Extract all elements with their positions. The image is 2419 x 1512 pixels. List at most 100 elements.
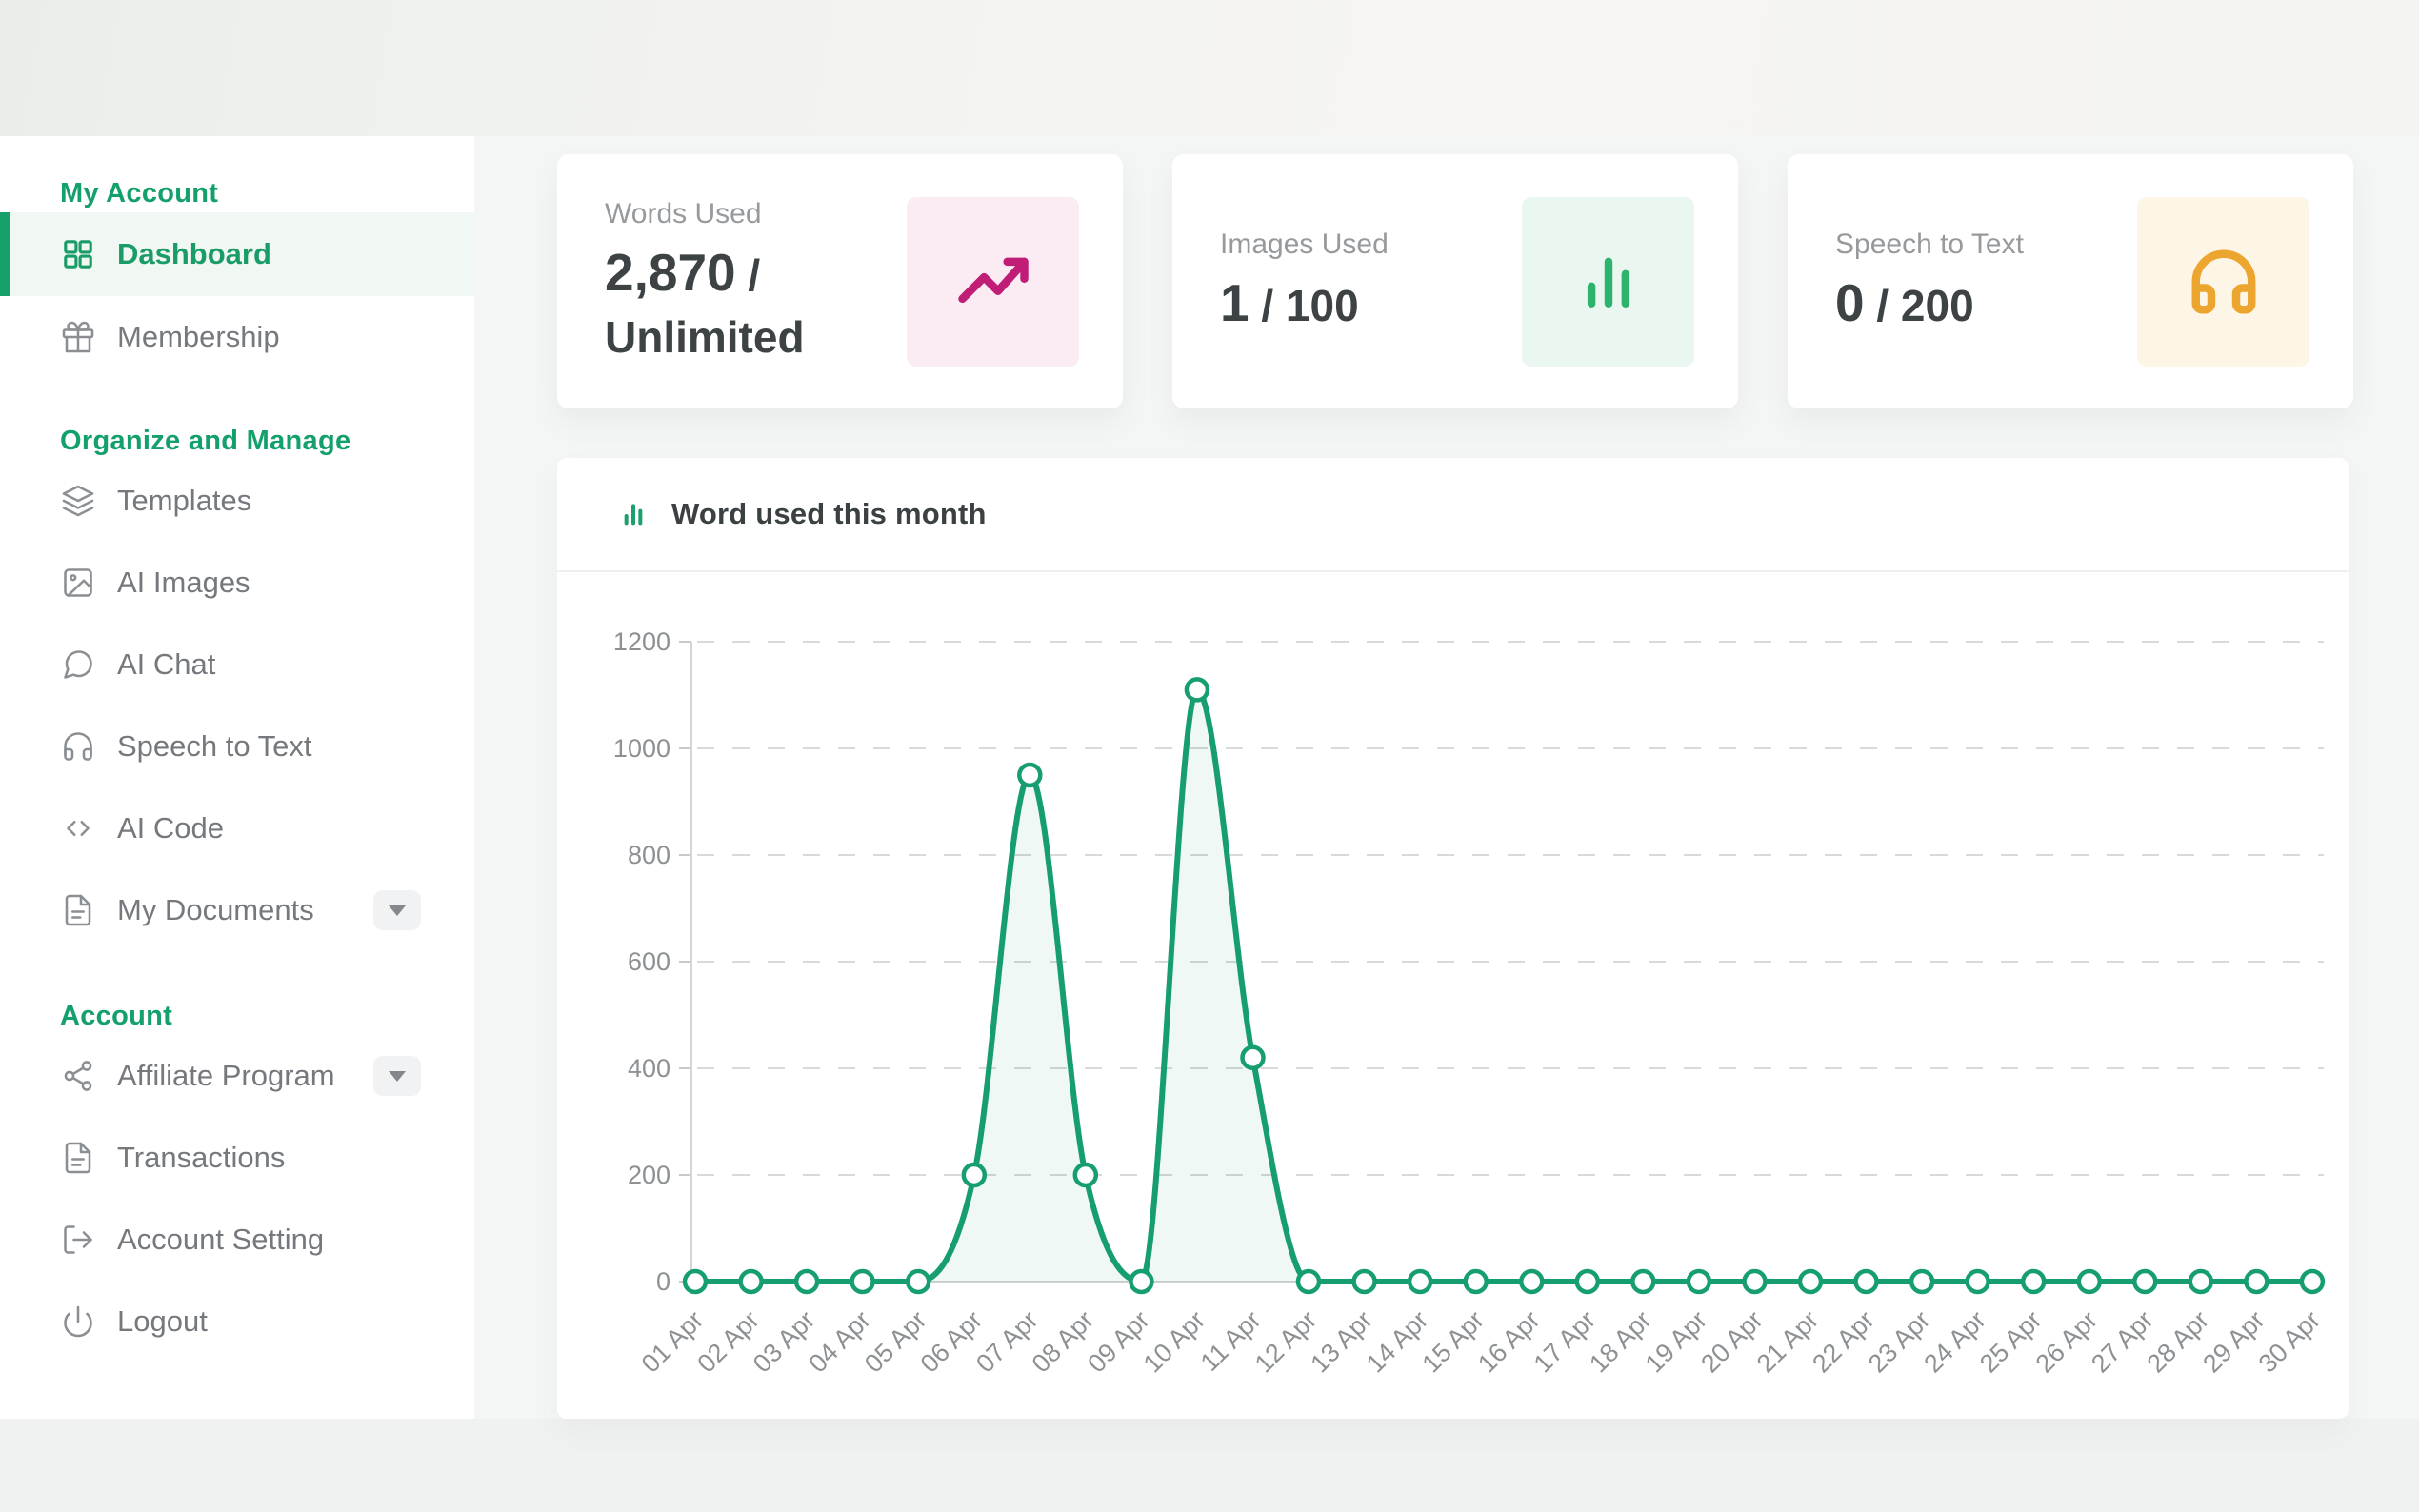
stat-card-speech-to-text: Speech to Text 0 / 200 (1788, 154, 2353, 408)
svg-text:12 Apr: 12 Apr (1249, 1305, 1322, 1378)
share-icon (60, 1058, 96, 1094)
sidebar-item-label: AI Code (117, 811, 225, 845)
chat-icon (60, 647, 96, 683)
sidebar-item-label: AI Images (117, 566, 250, 599)
svg-text:1200: 1200 (613, 627, 670, 656)
file-icon (60, 1140, 96, 1176)
svg-text:16 Apr: 16 Apr (1472, 1305, 1545, 1378)
svg-text:03 Apr: 03 Apr (748, 1305, 820, 1378)
svg-text:06 Apr: 06 Apr (915, 1305, 988, 1378)
main-content: Words Used 2,870 / Unlimited Images Used 1 … (474, 136, 2419, 1419)
stat-card-images-used: Images Used 1 / 100 (1172, 154, 1738, 408)
stat-text: Words Used 2,870 / Unlimited (605, 198, 907, 366)
svg-text:01 Apr: 01 Apr (636, 1305, 709, 1378)
stat-text: Images Used 1 / 100 (1220, 229, 1522, 334)
sidebar-item-affiliate-program[interactable]: Affiliate Program (0, 1035, 474, 1117)
headphones-icon (2137, 196, 2309, 367)
svg-text:02 Apr: 02 Apr (691, 1305, 764, 1378)
sidebar-section-header-my-account: My Account (60, 178, 219, 209)
sidebar-item-logout[interactable]: Logout (0, 1281, 474, 1363)
svg-text:26 Apr: 26 Apr (2030, 1305, 2103, 1378)
stats-row: Words Used 2,870 / Unlimited Images Used 1 … (557, 154, 2353, 408)
sidebar-item-dashboard[interactable]: Dashboard (0, 212, 474, 296)
stat-value: 1 / 100 (1220, 272, 1522, 334)
stat-used-value: 1 (1220, 273, 1249, 333)
sidebar-item-speech-to-text[interactable]: Speech to Text (0, 706, 474, 787)
sidebar-item-templates[interactable]: Templates (0, 460, 474, 542)
sidebar: My Account Dashboard Membership Organize an… (0, 136, 474, 1419)
chevron-down-icon[interactable] (373, 890, 421, 930)
chart-card: Word used this month 0 200 400 600 800 1000 12… (557, 458, 2349, 1419)
usage-line-chart: 0 200 400 600 800 1000 1200 01 Apr 02 Apr 03 Apr 0… (557, 572, 2349, 1417)
sidebar-item-label: Affiliate Program (117, 1059, 335, 1092)
svg-text:200: 200 (628, 1161, 670, 1189)
sidebar-item-label: Dashboard (117, 237, 271, 270)
stat-used-value: 2,870 (605, 242, 736, 302)
sidebar-item-ai-images[interactable]: AI Images (0, 542, 474, 624)
stat-limit-value: / Unlimited (605, 249, 805, 362)
sidebar-item-label: Speech to Text (117, 729, 312, 763)
svg-text:13 Apr: 13 Apr (1305, 1305, 1377, 1378)
svg-text:05 Apr: 05 Apr (859, 1305, 931, 1378)
top-banner (0, 0, 2419, 136)
stat-limit-value: / 200 (1864, 281, 1974, 331)
svg-text:1000: 1000 (613, 734, 670, 763)
sidebar-section-header-organize-and-manage: Organize and Manage (60, 426, 351, 456)
chevron-down-icon[interactable] (373, 1056, 421, 1096)
headphones-icon (60, 728, 96, 765)
sidebar-item-transactions[interactable]: Transactions (0, 1117, 474, 1199)
svg-text:30 Apr: 30 Apr (2253, 1305, 2326, 1378)
file-icon (60, 892, 96, 928)
sidebar-item-label: My Documents (117, 893, 314, 926)
svg-text:28 Apr: 28 Apr (2142, 1305, 2214, 1378)
svg-text:22 Apr: 22 Apr (1807, 1305, 1879, 1378)
code-icon (60, 810, 96, 846)
svg-text:25 Apr: 25 Apr (1974, 1305, 2047, 1378)
svg-text:800: 800 (628, 841, 670, 869)
svg-text:23 Apr: 23 Apr (1863, 1305, 1935, 1378)
sidebar-item-ai-chat[interactable]: AI Chat (0, 624, 474, 706)
sidebar-item-label: Account Setting (117, 1223, 325, 1256)
stat-value: 2,870 / Unlimited (605, 242, 907, 366)
svg-text:17 Apr: 17 Apr (1529, 1305, 1601, 1378)
active-indicator (0, 212, 10, 296)
svg-text:600: 600 (628, 947, 670, 976)
dashboard-icon (60, 236, 96, 272)
svg-text:20 Apr: 20 Apr (1695, 1305, 1768, 1378)
sidebar-item-my-documents[interactable]: My Documents (0, 869, 474, 951)
svg-text:10 Apr: 10 Apr (1138, 1305, 1210, 1378)
trending-up-icon (907, 196, 1079, 367)
sidebar-item-ai-code[interactable]: AI Code (0, 787, 474, 869)
svg-text:19 Apr: 19 Apr (1640, 1305, 1712, 1378)
bar-chart-icon (1522, 196, 1694, 367)
svg-text:07 Apr: 07 Apr (970, 1305, 1043, 1378)
sidebar-section-header-account: Account (60, 1001, 173, 1031)
svg-text:400: 400 (628, 1054, 670, 1083)
svg-text:21 Apr: 21 Apr (1751, 1305, 1824, 1378)
layers-icon (60, 483, 96, 519)
stat-card-words-used: Words Used 2,870 / Unlimited (557, 154, 1123, 408)
stat-label: Images Used (1220, 229, 1389, 261)
svg-text:04 Apr: 04 Apr (803, 1305, 875, 1378)
stat-label: Speech to Text (1835, 229, 2024, 261)
svg-text:09 Apr: 09 Apr (1082, 1305, 1154, 1378)
sidebar-item-membership[interactable]: Membership (0, 296, 474, 378)
stat-used-value: 0 (1835, 273, 1865, 333)
stat-limit-value: / 100 (1249, 281, 1359, 331)
sidebar-item-label: Templates (117, 484, 252, 517)
sidebar-item-label: AI Chat (117, 647, 216, 681)
svg-text:29 Apr: 29 Apr (2197, 1305, 2269, 1378)
sidebar-item-label: Logout (117, 1304, 208, 1338)
sidebar-item-label: Transactions (117, 1141, 286, 1174)
gift-icon (60, 319, 96, 355)
sidebar-item-account-setting[interactable]: Account Setting (0, 1199, 474, 1281)
image-icon (60, 565, 96, 601)
stat-text: Speech to Text 0 / 200 (1835, 229, 2137, 334)
bar-chart-icon (618, 499, 649, 529)
sidebar-nav: My Account Dashboard Membership Organize an… (0, 174, 474, 1363)
svg-text:24 Apr: 24 Apr (1918, 1305, 1990, 1378)
svg-text:18 Apr: 18 Apr (1584, 1305, 1656, 1378)
svg-text:27 Apr: 27 Apr (2086, 1305, 2158, 1378)
stat-label: Words Used (605, 197, 762, 229)
